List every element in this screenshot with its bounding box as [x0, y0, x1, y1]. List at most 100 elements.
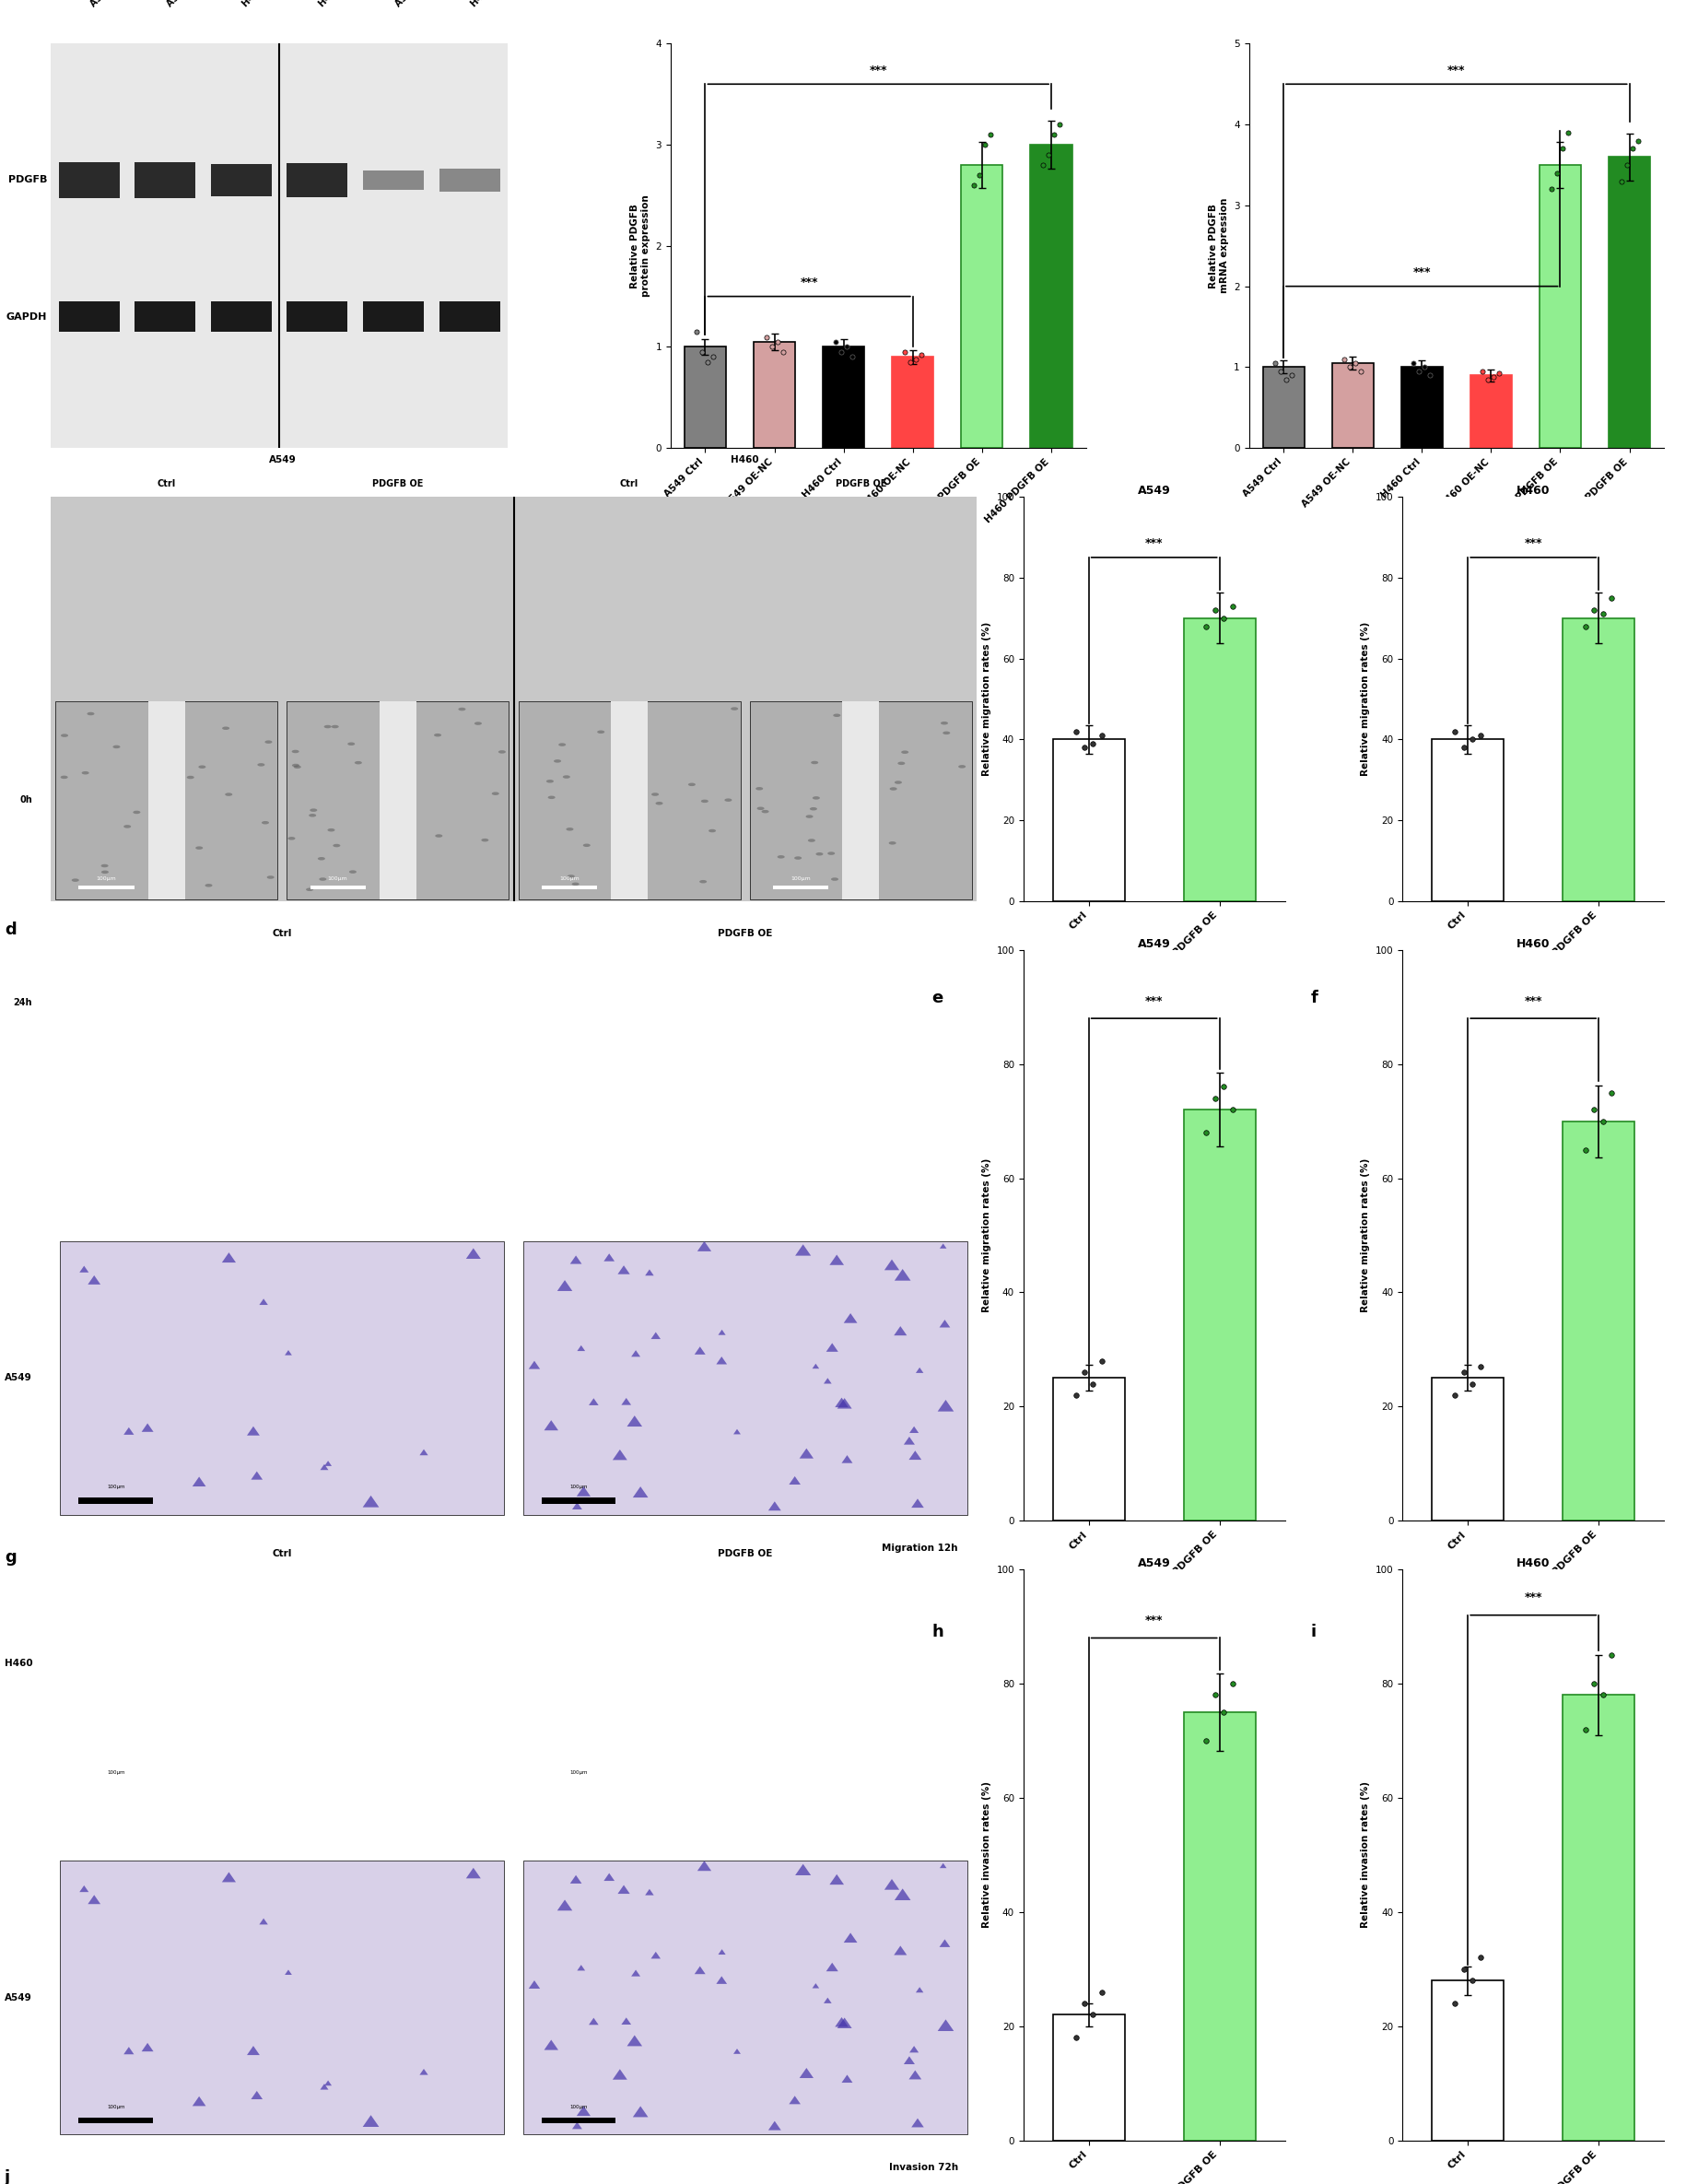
- Circle shape: [620, 939, 627, 943]
- Polygon shape: [632, 1970, 640, 1977]
- Text: H460 OE-NC: H460 OE-NC: [318, 0, 367, 9]
- Circle shape: [290, 1002, 297, 1007]
- Circle shape: [924, 1083, 931, 1085]
- Polygon shape: [800, 1448, 813, 1459]
- Circle shape: [591, 909, 598, 911]
- Point: [689, 334, 717, 369]
- Bar: [287, 904, 509, 1101]
- Polygon shape: [285, 1350, 292, 1356]
- Polygon shape: [627, 2035, 642, 2046]
- Polygon shape: [830, 1254, 844, 1265]
- Circle shape: [890, 998, 898, 1002]
- Polygon shape: [80, 1267, 88, 1273]
- Polygon shape: [627, 1415, 642, 1426]
- Circle shape: [808, 839, 815, 843]
- Polygon shape: [382, 1719, 392, 1728]
- Polygon shape: [589, 2018, 599, 2025]
- Text: 100μm: 100μm: [569, 1771, 588, 1776]
- Polygon shape: [910, 2046, 919, 2053]
- Title: A549: A549: [1138, 1557, 1170, 1570]
- Circle shape: [805, 1031, 813, 1033]
- Polygon shape: [618, 1885, 630, 1894]
- Polygon shape: [734, 2049, 740, 2053]
- Circle shape: [958, 1009, 964, 1013]
- Circle shape: [567, 876, 574, 878]
- Polygon shape: [321, 1463, 328, 1470]
- Circle shape: [355, 760, 362, 764]
- Point: [700, 339, 727, 373]
- Text: A549 Ctrl: A549 Ctrl: [88, 0, 129, 9]
- Y-axis label: Relative migration rates (%): Relative migration rates (%): [981, 1158, 992, 1313]
- Polygon shape: [465, 1867, 481, 1878]
- Circle shape: [362, 1035, 368, 1040]
- Circle shape: [779, 1079, 788, 1081]
- Text: 100μm: 100μm: [559, 1079, 579, 1083]
- Circle shape: [340, 943, 346, 946]
- Polygon shape: [543, 2040, 559, 2051]
- Point: [1486, 356, 1513, 391]
- Bar: [287, 301, 348, 332]
- Point: [971, 127, 998, 162]
- Point: [832, 330, 859, 365]
- Bar: [363, 301, 424, 332]
- Polygon shape: [285, 1970, 292, 1974]
- Polygon shape: [199, 1738, 214, 1749]
- Circle shape: [683, 1066, 689, 1070]
- Circle shape: [292, 764, 299, 767]
- Polygon shape: [747, 1599, 757, 1605]
- Circle shape: [941, 721, 947, 725]
- Circle shape: [61, 734, 68, 738]
- Circle shape: [457, 989, 464, 992]
- Point: [1481, 360, 1508, 395]
- Circle shape: [827, 852, 835, 854]
- Polygon shape: [577, 1966, 586, 1970]
- Circle shape: [559, 743, 565, 747]
- Bar: [56, 904, 278, 1101]
- Circle shape: [547, 780, 554, 782]
- Polygon shape: [647, 1776, 655, 1782]
- Polygon shape: [812, 1363, 818, 1369]
- Polygon shape: [698, 1241, 711, 1251]
- Text: A549: A549: [5, 1374, 32, 1382]
- Point: [1555, 116, 1583, 151]
- Polygon shape: [885, 1878, 900, 1889]
- Bar: [749, 904, 971, 1101]
- Point: [1406, 354, 1433, 389]
- Text: 100μm: 100μm: [559, 876, 579, 880]
- Polygon shape: [124, 2046, 134, 2055]
- Polygon shape: [324, 2081, 331, 2086]
- Point: [1080, 1996, 1107, 2031]
- Point: [1474, 363, 1501, 397]
- Circle shape: [669, 1033, 676, 1037]
- Point: [757, 330, 784, 365]
- Point: [1262, 345, 1289, 380]
- Point: [1071, 1985, 1099, 2020]
- Point: [839, 339, 866, 373]
- Polygon shape: [192, 2097, 205, 2105]
- Point: [966, 157, 993, 192]
- Polygon shape: [705, 1758, 720, 1769]
- Point: [1572, 1712, 1600, 1747]
- Point: [1442, 1378, 1469, 1413]
- Circle shape: [450, 939, 457, 941]
- Circle shape: [192, 952, 199, 957]
- Polygon shape: [613, 2068, 627, 2079]
- Title: H460: H460: [1516, 1557, 1550, 1570]
- Circle shape: [552, 954, 559, 957]
- Polygon shape: [543, 1420, 559, 1431]
- Circle shape: [778, 856, 784, 858]
- Point: [1211, 1070, 1238, 1105]
- Polygon shape: [222, 1251, 236, 1262]
- Circle shape: [355, 1068, 363, 1070]
- Point: [752, 319, 779, 354]
- Bar: [542, 2118, 615, 2123]
- Polygon shape: [121, 1594, 127, 1601]
- Circle shape: [917, 1051, 924, 1055]
- Text: Ctrl: Ctrl: [158, 480, 177, 489]
- Text: ***: ***: [1447, 63, 1465, 76]
- Point: [1071, 1354, 1099, 1389]
- Bar: [1562, 1120, 1635, 1520]
- Polygon shape: [542, 1780, 557, 1791]
- Circle shape: [474, 723, 482, 725]
- Point: [1416, 358, 1443, 393]
